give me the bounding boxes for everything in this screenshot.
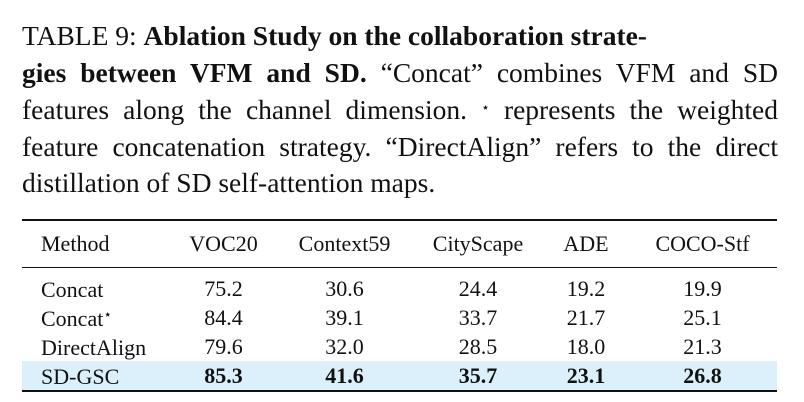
value-cell: 26.8: [628, 361, 777, 391]
value-cell: 79.6: [204, 333, 243, 359]
value-cell: 28.5: [458, 333, 498, 359]
table-caption: TABLE 9: Ablation Study on the collabora…: [22, 18, 778, 202]
table-row: Concat⋆ 84.4 39.1 33.7 21.7 25.1: [22, 303, 777, 332]
caption-label: TABLE 9:: [22, 20, 144, 51]
column-header-ade: ADE: [563, 231, 609, 256]
results-table-wrapper: Method VOC20 Context59 CityScape ADE COC…: [22, 219, 777, 392]
table-header-row: Method VOC20 Context59 CityScape ADE COC…: [22, 220, 777, 268]
method-cell: Concat⋆: [41, 306, 113, 331]
table-row-highlighted: SD-GSC 85.3 41.6 35.7 23.1 26.8: [22, 361, 777, 391]
column-header-context59: Context59: [298, 231, 391, 256]
column-header-method: Method: [41, 231, 110, 256]
column-header-voc20: VOC20: [189, 231, 258, 256]
ablation-results-table: Method VOC20 Context59 CityScape ADE COC…: [22, 219, 777, 392]
value-cell: 18.0: [566, 333, 606, 359]
value-cell: 30.6: [325, 275, 364, 301]
value-cell: 21.7: [566, 304, 606, 330]
value-cell: 75.2: [204, 275, 243, 301]
value-cell: 19.2: [566, 275, 606, 301]
value-cell: 24.4: [458, 275, 498, 301]
value-cell: 35.7: [412, 361, 544, 391]
method-cell: DirectAlign: [41, 335, 147, 360]
column-header-cityscape: CityScape: [432, 231, 524, 256]
value-cell: 25.1: [683, 304, 722, 330]
value-cell: 33.7: [458, 304, 498, 330]
table-row: DirectAlign 79.6 32.0 28.5 18.0 21.3: [22, 332, 777, 361]
caption-description-2: represents the weighted feature concaten…: [22, 94, 778, 198]
caption-title: Ablation Study on the collaboration stra…: [22, 20, 647, 88]
value-cell: 19.9: [683, 275, 722, 301]
caption-description-1: “Concat” combines VFM and SD features al…: [22, 56, 778, 126]
column-header-coco-stf: COCO-Stf: [655, 231, 750, 256]
value-cell: 84.4: [204, 304, 243, 330]
value-cell: 21.3: [683, 333, 722, 359]
value-cell: 32.0: [325, 333, 364, 359]
table-row: Concat 75.2 30.6 24.4 19.2 19.9: [22, 267, 777, 304]
value-cell: 41.6: [277, 361, 412, 391]
value-cell: 85.3: [170, 361, 277, 391]
method-cell: Concat: [41, 277, 104, 302]
value-cell: 23.1: [544, 361, 628, 391]
method-cell: SD-GSC: [22, 361, 170, 391]
value-cell: 39.1: [325, 304, 364, 330]
caption-star-symbol: ⋆: [481, 101, 490, 116]
